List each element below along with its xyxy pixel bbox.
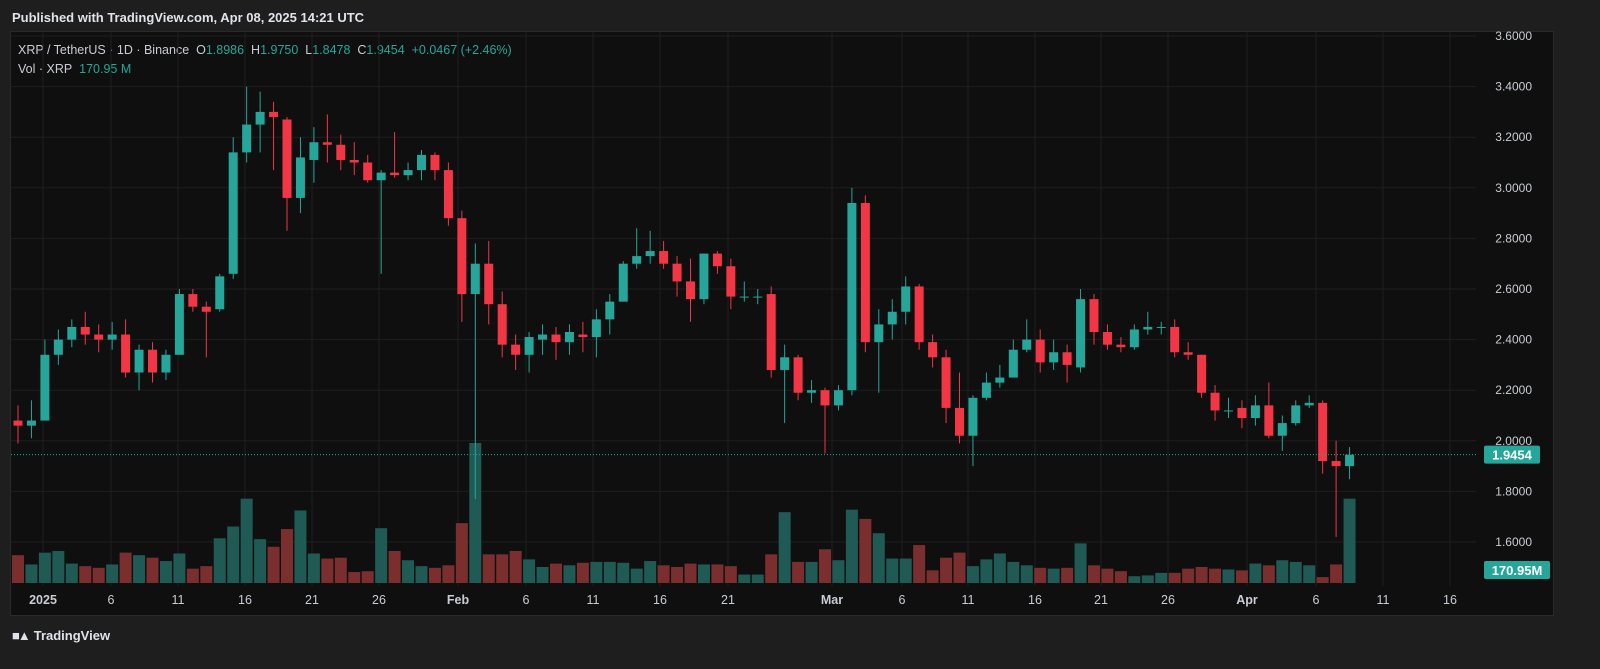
legend-volume-label[interactable]: Vol · XRP bbox=[18, 62, 73, 76]
legend-symbol[interactable]: XRP / TetherUS · 1D · Binance bbox=[18, 43, 190, 57]
legend-close-value: 1.9454 bbox=[366, 43, 405, 57]
published-header: Published with TradingView.com, Apr 08, … bbox=[12, 10, 365, 25]
legend-high-label: H bbox=[251, 43, 261, 57]
legend-open-label: O bbox=[196, 43, 206, 57]
legend-change-value: +0.0467 (+2.46%) bbox=[411, 43, 512, 57]
legend-volume-value: 170.95 M bbox=[79, 62, 132, 76]
tradingview-logo-text: TradingView bbox=[33, 628, 111, 643]
legend-volume-row: Vol · XRP 170.95 M bbox=[18, 60, 512, 79]
legend-high-value: 1.9750 bbox=[260, 43, 299, 57]
legend-open-value: 1.8986 bbox=[205, 43, 245, 57]
legend-ohlc-row: XRP / TetherUS · 1D · Binance O1.8986 H1… bbox=[18, 41, 512, 60]
chart-frame[interactable] bbox=[10, 31, 1554, 616]
chart-legend: XRP / TetherUS · 1D · Binance O1.8986 H1… bbox=[18, 41, 512, 79]
legend-low-value: 1.8478 bbox=[312, 43, 351, 57]
legend-close-label: C bbox=[357, 43, 367, 57]
tradingview-footer[interactable]: ■▲ TradingView bbox=[12, 628, 110, 643]
tradingview-logo-icon: ■▲ bbox=[12, 628, 31, 643]
legend-low-label: L bbox=[305, 43, 313, 57]
